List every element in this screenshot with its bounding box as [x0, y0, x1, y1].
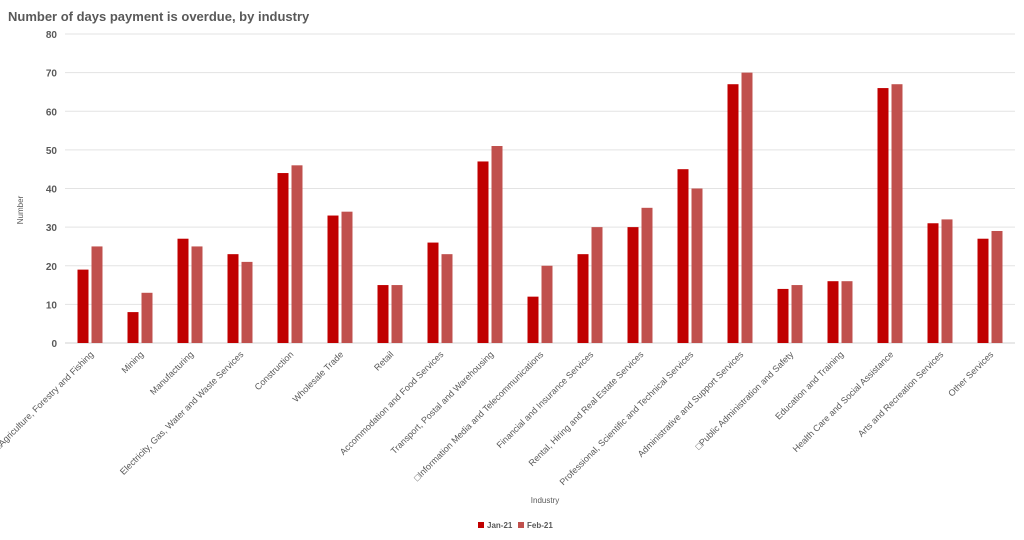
bar-feb-21 — [941, 219, 953, 343]
bar-jan-21 — [527, 296, 539, 343]
x-tick-label: Accommodation and Food Services — [338, 349, 446, 457]
bar-jan-21 — [827, 281, 839, 343]
x-tick-label: Wholesale Trade — [291, 349, 346, 404]
x-tick-label: Arts and Recreation Services — [856, 349, 946, 439]
bar-feb-21 — [841, 281, 853, 343]
bar-feb-21 — [191, 246, 203, 343]
bar-feb-21 — [291, 165, 303, 343]
x-tick-label: Retail — [372, 349, 395, 372]
bar-feb-21 — [791, 285, 803, 343]
bar-feb-21 — [541, 265, 553, 343]
bar-feb-21 — [891, 84, 903, 344]
bar-feb-21 — [491, 146, 503, 343]
bar-jan-21 — [777, 288, 789, 343]
y-axis-label: Number — [16, 195, 25, 224]
bar-jan-21 — [177, 238, 189, 343]
y-tick-label: 30 — [46, 223, 58, 234]
x-tick-label: Mining — [120, 349, 146, 375]
y-tick-label: 0 — [51, 339, 57, 350]
x-tick-label: Manufacturing — [148, 349, 195, 396]
y-tick-label: 60 — [46, 107, 58, 118]
bar-jan-21 — [277, 173, 289, 343]
bar-feb-21 — [691, 188, 703, 343]
x-tick-label: Administrative and Support Services — [636, 349, 746, 459]
x-tick-label: Construction — [253, 349, 296, 392]
bar-feb-21 — [441, 254, 453, 343]
legend-swatch — [478, 522, 484, 528]
bars — [77, 72, 1003, 344]
bar-jan-21 — [377, 285, 389, 343]
bar-jan-21 — [127, 312, 139, 343]
bar-feb-21 — [641, 207, 653, 343]
x-tick-label: Financial and Insurance Services — [495, 349, 596, 450]
y-tick-label: 80 — [46, 30, 58, 41]
bar-jan-21 — [327, 215, 339, 343]
bar-jan-21 — [727, 84, 739, 344]
bar-feb-21 — [991, 230, 1003, 343]
x-tick-label: □Agriculture, Forestry and Fishing — [0, 349, 95, 452]
y-tick-label: 20 — [46, 262, 58, 273]
bar-feb-21 — [141, 292, 153, 343]
bar-feb-21 — [391, 285, 403, 343]
legend: Jan-21 Feb-21 — [478, 521, 553, 530]
x-axis-label: Industry — [531, 496, 559, 505]
chart-title: Number of days payment is overdue, by in… — [8, 9, 310, 24]
legend-label: Feb-21 — [527, 521, 553, 530]
bar-feb-21 — [91, 246, 103, 343]
y-tick-label: 40 — [46, 185, 58, 196]
bar-jan-21 — [977, 238, 989, 343]
legend-label: Jan-21 — [487, 521, 513, 530]
bar-jan-21 — [227, 254, 239, 343]
bar-jan-21 — [427, 242, 439, 343]
bar-jan-21 — [927, 223, 939, 343]
bar-feb-21 — [341, 211, 353, 343]
bar-jan-21 — [877, 88, 889, 343]
gridlines — [65, 33, 1015, 344]
x-tick-label: Other Services — [946, 349, 996, 399]
bar-jan-21 — [577, 254, 589, 343]
x-tick-label: □Public Administration and Safety — [693, 349, 796, 452]
bar-jan-21 — [677, 169, 689, 343]
x-tick-label: Health Care and Social Assistance — [791, 349, 896, 454]
x-tick-label: Transport, Postal and Warehousing — [389, 349, 496, 456]
bar-feb-21 — [591, 227, 603, 343]
bar-feb-21 — [241, 261, 253, 343]
bar-jan-21 — [627, 227, 639, 343]
bar-jan-21 — [477, 161, 489, 343]
y-tick-label: 10 — [46, 300, 58, 311]
legend-swatch — [518, 522, 524, 528]
x-axis-labels: □Agriculture, Forestry and Fishing Mining… — [0, 349, 996, 487]
bar-feb-21 — [741, 72, 753, 343]
bar-jan-21 — [77, 269, 89, 343]
y-tick-label: 50 — [46, 146, 58, 157]
y-tick-label: 70 — [46, 69, 58, 80]
y-axis-ticks: 0 10 20 30 40 50 60 70 80 — [46, 30, 58, 350]
